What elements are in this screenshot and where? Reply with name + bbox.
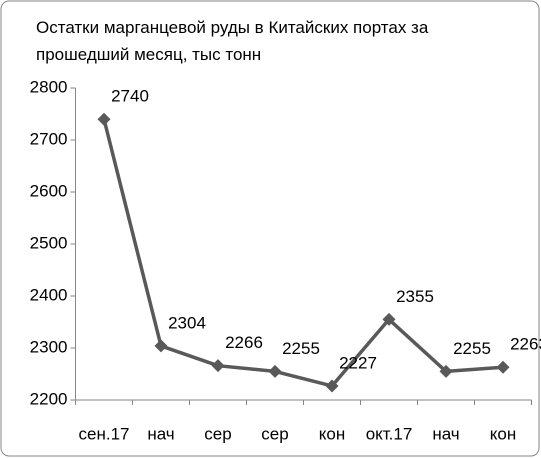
data-label: 2304 — [168, 313, 206, 332]
marker — [439, 364, 453, 378]
data-label: 2255 — [453, 339, 491, 358]
marker — [382, 312, 396, 326]
data-label: 2227 — [339, 353, 377, 372]
y-tick-label: 2500 — [30, 233, 68, 252]
y-tick-label: 2700 — [30, 129, 68, 148]
marker — [496, 360, 510, 374]
marker — [211, 359, 225, 373]
title-box: Остатки марганцевой руды в Китайских пор… — [36, 18, 429, 64]
marker — [325, 379, 339, 393]
x-tick-label: сер — [204, 424, 231, 443]
marker — [154, 339, 168, 353]
x-tick-label: кон — [490, 424, 516, 443]
x-tick-label: сер — [261, 424, 288, 443]
x-tick-label: кон — [319, 424, 345, 443]
y-tick-label: 2400 — [30, 285, 68, 304]
data-label: 2255 — [282, 339, 320, 358]
y-tick-label: 2200 — [30, 389, 68, 408]
chart-title: Остатки марганцевой руды в Китайских пор… — [36, 18, 429, 64]
line — [102, 118, 504, 388]
y-tick-label: 2300 — [30, 337, 68, 356]
data-label: 2355 — [396, 287, 434, 306]
data-label: 2740 — [111, 87, 149, 106]
y-tick-label: 2800 — [30, 77, 68, 96]
data-label: 2266 — [225, 333, 263, 352]
data-label: 2263 — [510, 335, 541, 354]
marker — [97, 112, 111, 126]
x-tick-label: нач — [147, 424, 174, 443]
marker — [268, 364, 282, 378]
x-tick-label: сен.17 — [79, 424, 130, 443]
x-tick-label: нач — [432, 424, 459, 443]
x-tick-label: окт.17 — [366, 424, 413, 443]
y-tick-label: 2600 — [30, 181, 68, 200]
